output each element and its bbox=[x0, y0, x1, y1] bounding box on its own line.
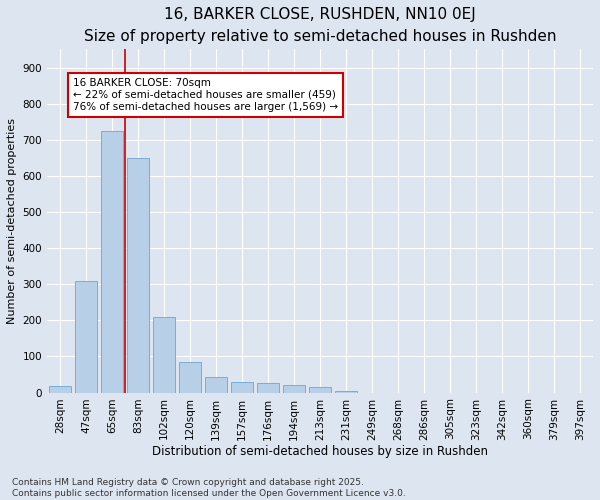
Bar bbox=[309, 387, 331, 392]
Y-axis label: Number of semi-detached properties: Number of semi-detached properties bbox=[7, 118, 17, 324]
Bar bbox=[335, 391, 357, 392]
Bar bbox=[231, 382, 253, 392]
Bar bbox=[127, 158, 149, 392]
Text: Contains HM Land Registry data © Crown copyright and database right 2025.
Contai: Contains HM Land Registry data © Crown c… bbox=[12, 478, 406, 498]
Bar bbox=[49, 386, 71, 392]
Bar bbox=[101, 130, 123, 392]
Bar bbox=[257, 383, 279, 392]
Bar bbox=[283, 384, 305, 392]
X-axis label: Distribution of semi-detached houses by size in Rushden: Distribution of semi-detached houses by … bbox=[152, 445, 488, 458]
Text: 16 BARKER CLOSE: 70sqm
← 22% of semi-detached houses are smaller (459)
76% of se: 16 BARKER CLOSE: 70sqm ← 22% of semi-det… bbox=[73, 78, 338, 112]
Bar bbox=[179, 362, 201, 392]
Bar bbox=[205, 377, 227, 392]
Title: 16, BARKER CLOSE, RUSHDEN, NN10 0EJ
Size of property relative to semi-detached h: 16, BARKER CLOSE, RUSHDEN, NN10 0EJ Size… bbox=[84, 7, 556, 44]
Bar bbox=[75, 280, 97, 392]
Bar bbox=[153, 316, 175, 392]
